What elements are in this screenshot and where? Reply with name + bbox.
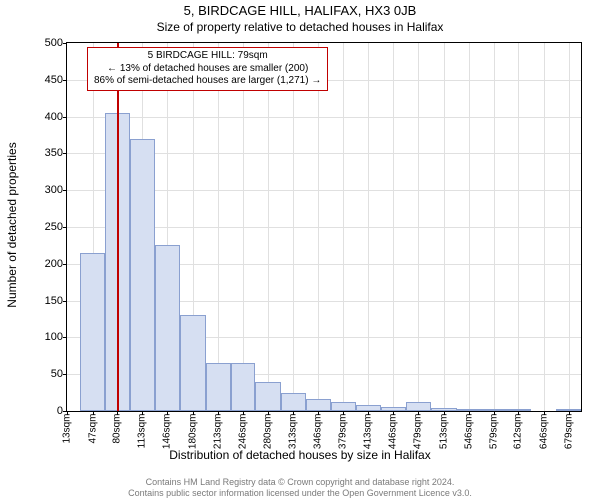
- xtick-label: 47sqm: [87, 414, 98, 444]
- gridline-v: [293, 43, 294, 411]
- histogram-bar: [506, 409, 531, 411]
- xtick-label: 280sqm: [263, 414, 274, 450]
- histogram-bar: [356, 405, 382, 411]
- xtick-label: 346sqm: [312, 414, 323, 450]
- histogram-bar: [80, 253, 105, 411]
- plot-area: 05010015020025030035040045050013sqm47sqm…: [66, 42, 582, 412]
- ytick-label: 100: [45, 331, 67, 343]
- gridline-v: [494, 43, 495, 411]
- histogram-bar: [331, 402, 356, 411]
- ytick-label: 300: [45, 184, 67, 196]
- xtick-label: 80sqm: [112, 414, 123, 444]
- xtick-label: 246sqm: [237, 414, 248, 450]
- xtick-label: 612sqm: [513, 414, 524, 450]
- histogram-bar: [457, 409, 482, 411]
- annotation-line-3: 86% of semi-detached houses are larger (…: [94, 75, 321, 88]
- gridline-v: [243, 43, 244, 411]
- gridline-v: [418, 43, 419, 411]
- y-axis-label: Number of detached properties: [5, 142, 19, 307]
- histogram-bar: [155, 245, 180, 411]
- x-axis-label: Distribution of detached houses by size …: [0, 448, 600, 462]
- property-marker-line: [117, 43, 119, 411]
- histogram-bar: [406, 402, 431, 411]
- histogram-bar: [482, 409, 507, 411]
- gridline-h: [67, 117, 581, 118]
- ytick-label: 50: [51, 368, 67, 380]
- histogram-bar: [206, 363, 231, 411]
- histogram-bar: [556, 409, 581, 411]
- footer-line-2: Contains public sector information licen…: [0, 488, 600, 498]
- xtick-label: 413sqm: [363, 414, 374, 450]
- xtick-label: 313sqm: [288, 414, 299, 450]
- histogram-bar: [306, 399, 331, 411]
- annotation-line-2: ← 13% of detached houses are smaller (20…: [94, 63, 321, 76]
- ytick-label: 400: [45, 111, 67, 123]
- histogram-bar: [381, 407, 406, 411]
- histogram-bar: [255, 382, 281, 411]
- ytick-label: 200: [45, 258, 67, 270]
- ytick-label: 350: [45, 147, 67, 159]
- histogram-bar: [281, 393, 306, 411]
- xtick-label: 646sqm: [539, 414, 550, 450]
- gridline-v: [444, 43, 445, 411]
- xtick-label: 13sqm: [62, 414, 73, 444]
- xtick-label: 379sqm: [337, 414, 348, 450]
- gridline-v: [544, 43, 545, 411]
- annotation-line-1: 5 BIRDCAGE HILL: 79sqm: [94, 50, 321, 63]
- gridline-v: [343, 43, 344, 411]
- gridline-v: [569, 43, 570, 411]
- gridline-v: [469, 43, 470, 411]
- ytick-label: 250: [45, 221, 67, 233]
- ytick-label: 500: [45, 37, 67, 49]
- xtick-label: 513sqm: [438, 414, 449, 450]
- gridline-v: [368, 43, 369, 411]
- chart-title: 5, BIRDCAGE HILL, HALIFAX, HX3 0JB: [0, 0, 600, 18]
- chart-container: 5, BIRDCAGE HILL, HALIFAX, HX3 0JB Size …: [0, 0, 600, 500]
- gridline-v: [393, 43, 394, 411]
- histogram-bar: [180, 315, 206, 411]
- annotation-box: 5 BIRDCAGE HILL: 79sqm← 13% of detached …: [87, 47, 328, 91]
- xtick-label: 213sqm: [212, 414, 223, 450]
- ytick-label: 150: [45, 295, 67, 307]
- xtick-label: 180sqm: [187, 414, 198, 450]
- xtick-label: 679sqm: [563, 414, 574, 450]
- chart-subtitle: Size of property relative to detached ho…: [0, 18, 600, 34]
- histogram-bar: [130, 139, 155, 411]
- xtick-label: 546sqm: [463, 414, 474, 450]
- footer-attribution: Contains HM Land Registry data © Crown c…: [0, 477, 600, 498]
- xtick-label: 146sqm: [162, 414, 173, 450]
- histogram-bar: [431, 408, 457, 411]
- gridline-v: [318, 43, 319, 411]
- ytick-label: 450: [45, 74, 67, 86]
- xtick-label: 479sqm: [413, 414, 424, 450]
- plot-box: 05010015020025030035040045050013sqm47sqm…: [66, 42, 582, 412]
- gridline-v: [218, 43, 219, 411]
- xtick-label: 113sqm: [137, 414, 148, 449]
- gridline-v: [268, 43, 269, 411]
- histogram-bar: [231, 363, 256, 411]
- gridline-v: [518, 43, 519, 411]
- xtick-label: 446sqm: [388, 414, 399, 450]
- xtick-label: 579sqm: [488, 414, 499, 450]
- footer-line-1: Contains HM Land Registry data © Crown c…: [0, 477, 600, 487]
